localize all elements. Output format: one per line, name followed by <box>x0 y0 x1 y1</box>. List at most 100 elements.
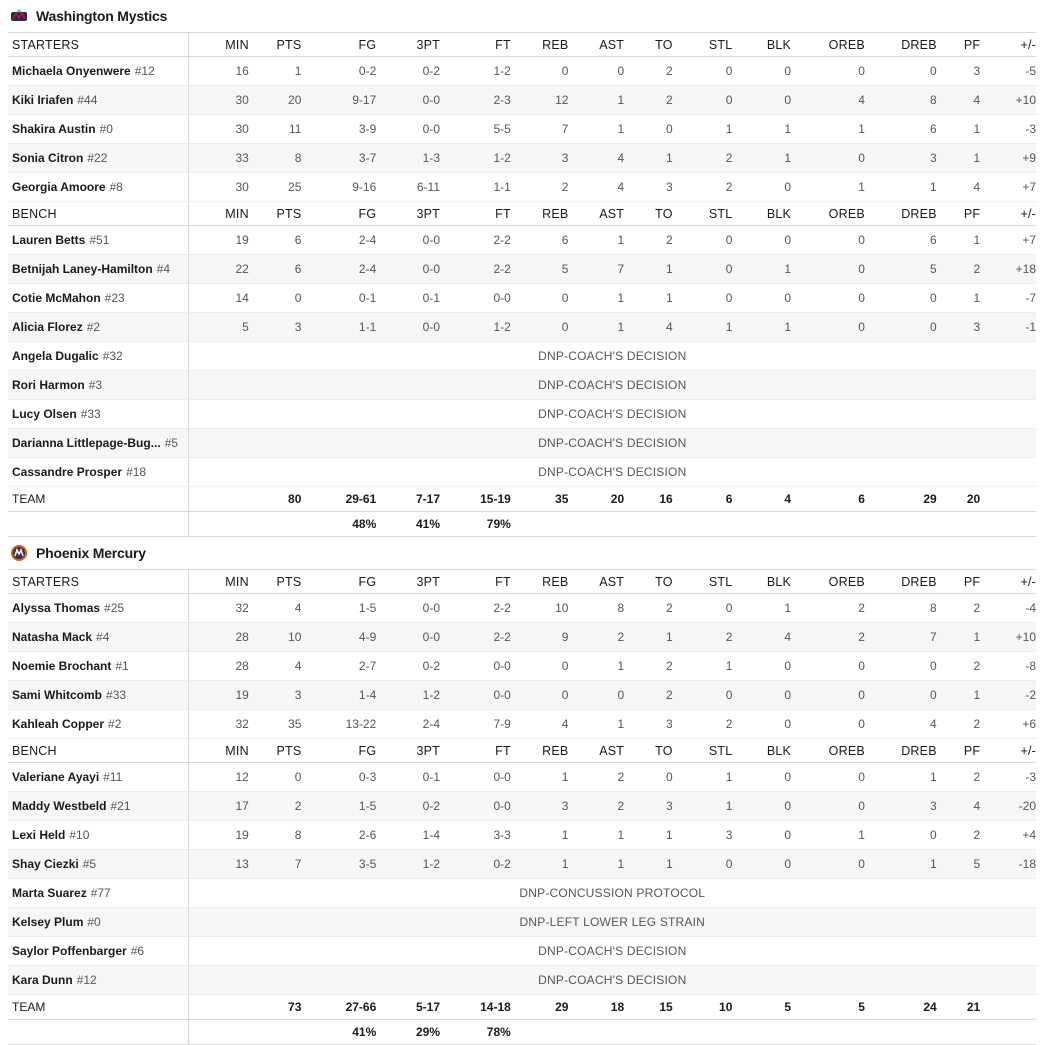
column-header[interactable]: BLK <box>732 569 792 594</box>
column-header[interactable]: MIN <box>188 201 249 226</box>
player-name-link[interactable]: Lexi Held <box>12 828 66 842</box>
jersey-number: #4 <box>156 262 171 276</box>
column-header[interactable]: DREB <box>864 201 937 226</box>
stat-cell: -20 <box>980 791 1036 821</box>
column-header[interactable]: OREB <box>791 32 865 57</box>
column-header[interactable]: REB <box>510 201 569 226</box>
percent-cell: 41% <box>301 1019 377 1045</box>
team-name[interactable]: Phoenix Mercury <box>36 545 146 561</box>
column-header[interactable]: 3PT <box>376 201 440 226</box>
column-header[interactable]: +/- <box>980 738 1036 763</box>
column-header[interactable]: TO <box>624 201 673 226</box>
stat-cell: 0 <box>864 651 937 681</box>
column-header[interactable]: STL <box>672 201 733 226</box>
jersey-number: #5 <box>164 436 179 450</box>
player-name-link[interactable]: Shay Ciezki <box>12 857 79 871</box>
column-header[interactable]: STL <box>672 738 733 763</box>
stat-cell: 1 <box>936 680 981 710</box>
column-header[interactable]: FG <box>301 738 377 763</box>
column-header[interactable]: MIN <box>188 32 249 57</box>
column-header[interactable]: +/- <box>980 32 1036 57</box>
player-name-link[interactable]: Michaela Onyenwere <box>12 64 131 78</box>
player-name-link[interactable]: Alicia Florez <box>12 320 83 334</box>
team-name[interactable]: Washington Mystics <box>36 8 168 24</box>
team-percent-row: 41% 29% 78% <box>8 1019 1036 1045</box>
column-header[interactable]: FG <box>301 569 377 594</box>
column-header[interactable]: FT <box>440 201 511 226</box>
column-header[interactable]: PTS <box>248 738 302 763</box>
column-header[interactable]: FT <box>440 569 511 594</box>
column-header[interactable]: +/- <box>980 569 1036 594</box>
stat-cell: 1 <box>672 114 733 144</box>
column-header[interactable]: PTS <box>248 569 302 594</box>
column-header[interactable]: AST <box>568 201 625 226</box>
column-header[interactable]: OREB <box>791 569 865 594</box>
column-header[interactable]: FG <box>301 32 377 57</box>
column-header[interactable]: PTS <box>248 32 302 57</box>
column-header[interactable]: AST <box>568 32 625 57</box>
player-name-link[interactable]: Cassandre Prosper <box>12 465 123 479</box>
player-name-link[interactable]: Shakira Austin <box>12 122 96 136</box>
stat-cell: 1 <box>936 283 981 313</box>
stat-cell: 5 <box>510 254 569 284</box>
column-header[interactable]: BLK <box>732 738 792 763</box>
column-header[interactable]: TO <box>624 569 673 594</box>
total-cell: 5-17 <box>376 994 440 1020</box>
column-header[interactable]: REB <box>510 569 569 594</box>
column-header[interactable]: DREB <box>864 32 937 57</box>
column-header[interactable]: MIN <box>188 738 249 763</box>
column-header[interactable]: BLK <box>732 201 792 226</box>
player-name-link[interactable]: Kiki Iriafen <box>12 93 74 107</box>
player-name-link[interactable]: Saylor Poffenbarger <box>12 944 127 958</box>
column-header[interactable]: OREB <box>791 201 865 226</box>
stat-cell: 32 <box>188 709 249 739</box>
player-name-link[interactable]: Natasha Mack <box>12 630 93 644</box>
column-header[interactable]: STL <box>672 569 733 594</box>
column-header[interactable]: PTS <box>248 201 302 226</box>
column-header[interactable]: OREB <box>791 738 865 763</box>
column-header[interactable]: FT <box>440 738 511 763</box>
column-header[interactable]: REB <box>510 738 569 763</box>
player-name-link[interactable]: Kelsey Plum <box>12 915 84 929</box>
column-header[interactable]: TO <box>624 32 673 57</box>
column-header[interactable]: 3PT <box>376 32 440 57</box>
column-header[interactable]: STL <box>672 32 733 57</box>
jersey-number: #5 <box>82 857 97 871</box>
column-header[interactable]: MIN <box>188 569 249 594</box>
player-name-link[interactable]: Marta Suarez <box>12 886 87 900</box>
column-header[interactable]: BLK <box>732 32 792 57</box>
player-name-link[interactable]: Sami Whitcomb <box>12 688 103 702</box>
column-header[interactable]: 3PT <box>376 738 440 763</box>
stat-cell: 1-4 <box>301 680 377 710</box>
player-name-link[interactable]: Kahleah Copper <box>12 717 105 731</box>
column-header[interactable]: 3PT <box>376 569 440 594</box>
jersey-number: #44 <box>77 93 98 107</box>
player-name-link[interactable]: Georgia Amoore <box>12 180 106 194</box>
column-header[interactable]: FT <box>440 32 511 57</box>
column-header[interactable]: PF <box>936 32 981 57</box>
player-name-link[interactable]: Sonia Citron <box>12 151 84 165</box>
column-header[interactable]: +/- <box>980 201 1036 226</box>
player-name-link[interactable]: Lucy Olsen <box>12 407 77 421</box>
column-header[interactable]: REB <box>510 32 569 57</box>
column-header[interactable]: PF <box>936 738 981 763</box>
player-name-link[interactable]: Betnijah Laney-Hamilton <box>12 262 153 276</box>
player-name-link[interactable]: Cotie McMahon <box>12 291 101 305</box>
player-name-link[interactable]: Maddy Westbeld <box>12 799 107 813</box>
column-header[interactable]: PF <box>936 569 981 594</box>
player-name-link[interactable]: Darianna Littlepage-Bug... <box>12 436 161 450</box>
player-name-link[interactable]: Angela Dugalic <box>12 349 99 363</box>
column-header[interactable]: DREB <box>864 738 937 763</box>
player-name-link[interactable]: Noemie Brochant <box>12 659 112 673</box>
player-name-link[interactable]: Kara Dunn <box>12 973 73 987</box>
player-name-link[interactable]: Valeriane Ayayi <box>12 770 100 784</box>
player-name-link[interactable]: Lauren Betts <box>12 233 86 247</box>
column-header[interactable]: AST <box>568 738 625 763</box>
column-header[interactable]: PF <box>936 201 981 226</box>
column-header[interactable]: TO <box>624 738 673 763</box>
column-header[interactable]: DREB <box>864 569 937 594</box>
player-name-link[interactable]: Alyssa Thomas <box>12 601 101 615</box>
player-name-link[interactable]: Rori Harmon <box>12 378 85 392</box>
column-header[interactable]: FG <box>301 201 377 226</box>
column-header[interactable]: AST <box>568 569 625 594</box>
